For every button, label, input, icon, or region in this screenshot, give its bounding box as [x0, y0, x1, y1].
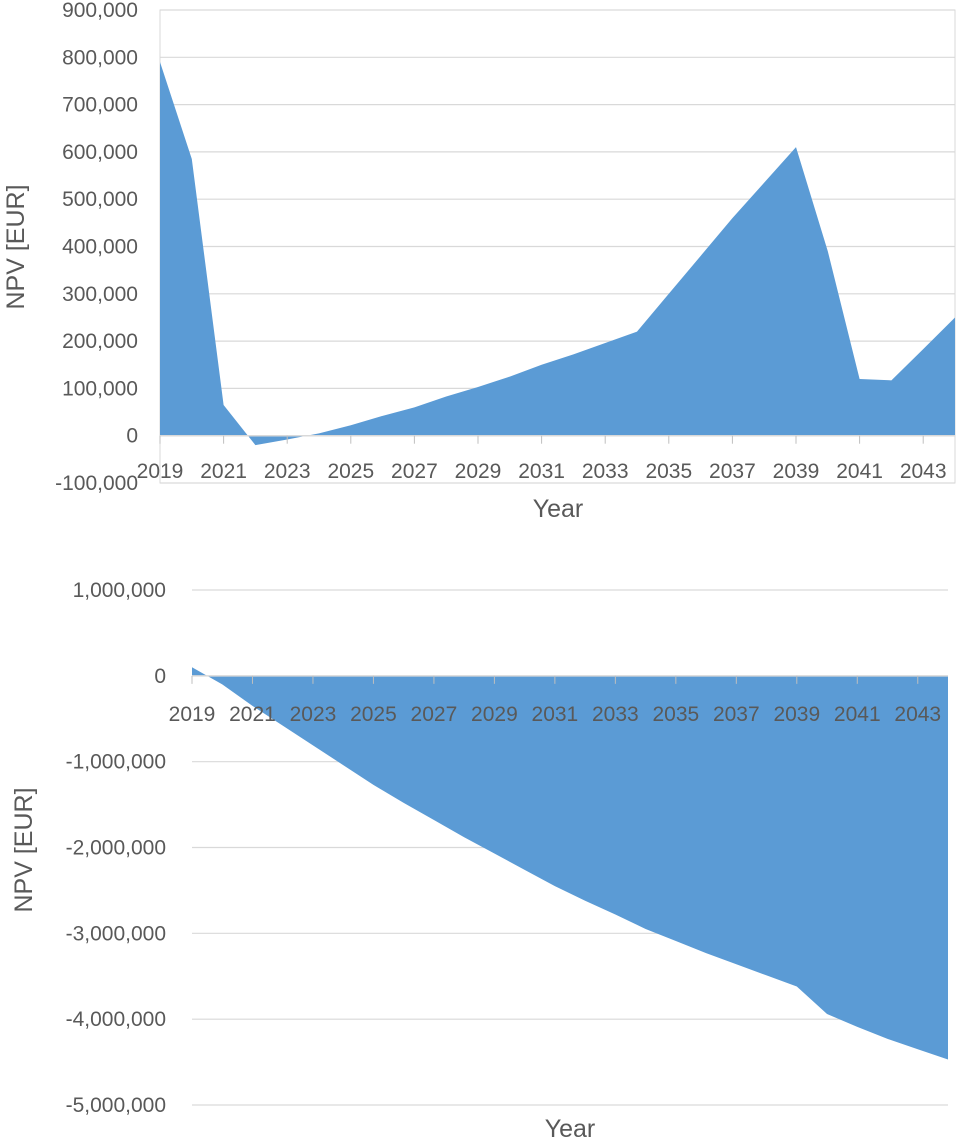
npv-area: [192, 667, 948, 1060]
y-tick-label: -4,000,000: [66, 1008, 166, 1031]
x-tick-label: 2039: [773, 460, 820, 483]
x-tick-label: 2031: [532, 703, 579, 726]
y-tick-label: 600,000: [62, 141, 138, 164]
x-tick-label: 2027: [391, 460, 438, 483]
npv-chart-top: -100,000 0 100,000 200,000 300,000 400,000 500…: [2, 0, 956, 523]
y-axis-title: NPV [EUR]: [2, 184, 30, 309]
x-tick-label: 2021: [200, 460, 247, 483]
x-tick-label: 2021: [229, 703, 276, 726]
x-tick-label: 2023: [290, 703, 337, 726]
x-tick-label: 2023: [264, 460, 311, 483]
x-tick-labels: 2019 2021 2023 2025 2027 2029 2031 2033 2035 2037…: [169, 703, 941, 726]
y-tick-label: 300,000: [62, 283, 138, 306]
y-tick-label: 0: [126, 425, 138, 448]
y-tick-label: -1,000,000: [66, 751, 166, 774]
y-tick-label: 0: [154, 665, 166, 688]
y-tick-label: -100,000: [55, 472, 138, 495]
x-tick-label: 2029: [471, 703, 518, 726]
x-tick-label: 2037: [709, 460, 756, 483]
y-tick-label: 700,000: [62, 94, 138, 117]
y-tick-labels: -100,000 0 100,000 200,000 300,000 400,000 500…: [55, 0, 138, 495]
x-tick-label: 2019: [169, 703, 216, 726]
x-tick-label: 2019: [137, 460, 184, 483]
y-tick-label: 400,000: [62, 236, 138, 259]
y-tick-label: -2,000,000: [66, 837, 166, 860]
x-tick-label: 2027: [411, 703, 458, 726]
y-tick-label: 800,000: [62, 46, 138, 69]
x-axis-title: Year: [545, 1115, 596, 1141]
npv-chart-bottom: -5,000,000 -4,000,000 -3,000,000 -2,000,000…: [10, 579, 948, 1141]
y-tick-label: -3,000,000: [66, 922, 166, 945]
x-tick-label: 2025: [350, 703, 397, 726]
y-tick-label: 500,000: [62, 188, 138, 211]
y-tick-label: -5,000,000: [66, 1094, 166, 1117]
x-tick-label: 2041: [836, 460, 883, 483]
x-tick-label: 2033: [592, 703, 639, 726]
x-tick-label: 2039: [773, 703, 820, 726]
x-tick-label: 2041: [834, 703, 881, 726]
x-tick-label: 2031: [518, 460, 565, 483]
y-tick-label: 100,000: [62, 377, 138, 400]
x-tick-labels: 2019 2021 2023 2025 2027 2029 2031 2033 2035 2037…: [137, 460, 947, 483]
x-tick-label: 2035: [645, 460, 692, 483]
y-axis-title: NPV [EUR]: [10, 787, 38, 912]
y-tick-labels: -5,000,000 -4,000,000 -3,000,000 -2,000,000…: [66, 579, 166, 1117]
x-tick-label: 2035: [652, 703, 699, 726]
x-axis-title: Year: [533, 495, 584, 523]
x-tick-label: 2025: [327, 460, 374, 483]
npv-area: [160, 62, 955, 446]
x-tick-marks: [159, 435, 924, 444]
y-tick-label: 1,000,000: [73, 579, 166, 602]
x-tick-label: 2037: [713, 703, 760, 726]
x-tick-label: 2033: [582, 460, 629, 483]
x-tick-marks: [191, 675, 919, 684]
x-tick-label: 2043: [900, 460, 947, 483]
y-tick-label: 900,000: [62, 0, 138, 22]
x-tick-label: 2043: [894, 703, 941, 726]
y-tick-label: 200,000: [62, 330, 138, 353]
x-tick-label: 2029: [455, 460, 502, 483]
